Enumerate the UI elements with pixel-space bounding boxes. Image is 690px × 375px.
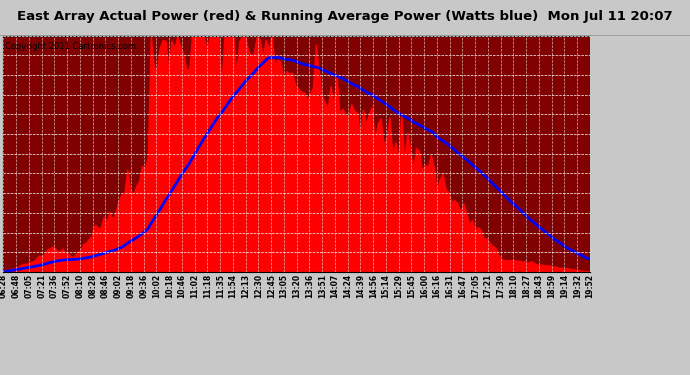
Text: East Array Actual Power (red) & Running Average Power (Watts blue)  Mon Jul 11 2: East Array Actual Power (red) & Running … [17, 9, 673, 22]
Text: 07:52: 07:52 [63, 274, 72, 298]
Text: 09:18: 09:18 [126, 274, 135, 298]
Text: 17:05: 17:05 [471, 274, 480, 298]
Text: 09:36: 09:36 [139, 274, 148, 298]
Text: 11:54: 11:54 [228, 274, 237, 298]
Text: 11:35: 11:35 [216, 274, 225, 298]
Text: Copyright 2011 Cartronics.com: Copyright 2011 Cartronics.com [5, 42, 136, 51]
Text: 12:45: 12:45 [267, 274, 276, 298]
Text: 13:05: 13:05 [279, 274, 288, 298]
Text: 08:28: 08:28 [88, 274, 97, 298]
Text: 18:27: 18:27 [522, 274, 531, 298]
Text: 15:29: 15:29 [394, 274, 403, 298]
Text: 19:32: 19:32 [573, 274, 582, 298]
Text: 16:16: 16:16 [433, 274, 442, 298]
Text: 10:02: 10:02 [152, 274, 161, 298]
Text: 11:02: 11:02 [190, 274, 199, 298]
Text: 06:48: 06:48 [12, 274, 21, 298]
Text: 11:18: 11:18 [203, 274, 212, 298]
Text: 15:45: 15:45 [407, 274, 416, 298]
Text: 16:31: 16:31 [445, 274, 454, 298]
Text: 14:56: 14:56 [368, 274, 377, 298]
Text: 19:52: 19:52 [585, 274, 595, 298]
Text: 07:05: 07:05 [24, 274, 33, 298]
Text: 17:21: 17:21 [484, 274, 493, 298]
Text: 10:46: 10:46 [177, 274, 186, 298]
Text: 16:47: 16:47 [458, 274, 467, 298]
Text: 14:07: 14:07 [331, 274, 339, 298]
Text: 15:14: 15:14 [382, 274, 391, 298]
Text: 13:20: 13:20 [292, 274, 302, 298]
Text: 14:24: 14:24 [343, 274, 352, 298]
Text: 16:00: 16:00 [420, 274, 428, 298]
Text: 18:10: 18:10 [509, 274, 518, 298]
Text: 10:18: 10:18 [165, 274, 174, 298]
Text: 07:21: 07:21 [37, 274, 46, 298]
Text: 18:59: 18:59 [547, 274, 556, 298]
Text: 19:14: 19:14 [560, 274, 569, 298]
Text: 07:36: 07:36 [50, 274, 59, 298]
Text: 06:28: 06:28 [0, 274, 8, 298]
Text: 08:10: 08:10 [75, 274, 84, 298]
Text: 12:13: 12:13 [241, 274, 250, 298]
Text: 13:51: 13:51 [317, 274, 326, 298]
Text: 09:02: 09:02 [114, 274, 123, 298]
Text: 18:43: 18:43 [535, 274, 544, 298]
Text: 12:30: 12:30 [254, 274, 263, 298]
Text: 08:46: 08:46 [101, 274, 110, 298]
Text: 17:39: 17:39 [496, 274, 505, 298]
Text: 13:36: 13:36 [305, 274, 314, 298]
Text: 14:39: 14:39 [356, 274, 365, 298]
